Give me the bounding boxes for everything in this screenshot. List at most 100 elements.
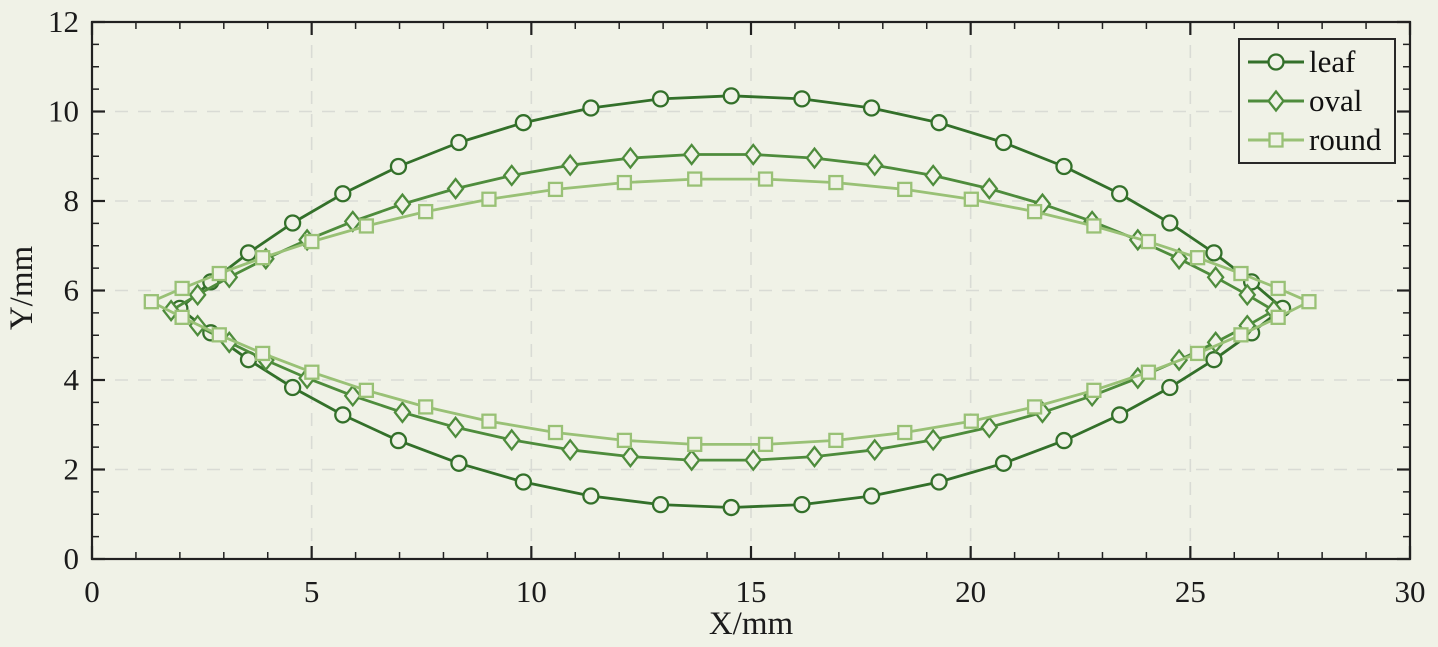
legend-item-leaf: leaf (1246, 44, 1392, 80)
diamond-marker (682, 143, 701, 166)
square-marker (174, 309, 190, 325)
circle-marker (582, 99, 600, 117)
x-tick-label: 15 (736, 574, 767, 609)
legend-label-oval: oval (1309, 82, 1363, 118)
y-tick-label: 8 (64, 183, 80, 218)
diamond-marker (1170, 247, 1189, 271)
circle-marker (1111, 406, 1129, 424)
diamond-marker (446, 415, 465, 439)
square-marker (304, 364, 320, 380)
circle-marker (722, 87, 740, 105)
x-tick-label: 5 (304, 574, 320, 609)
circle-marker (1267, 53, 1285, 71)
y-tick-label: 12 (48, 4, 79, 39)
square-marker (687, 436, 703, 453)
y-tick-label: 2 (64, 452, 80, 487)
circle-marker (514, 114, 533, 132)
square-marker (1140, 364, 1157, 380)
x-axis-title: X/mm (708, 606, 794, 642)
circle-marker (651, 495, 670, 514)
diamond-marker (621, 445, 640, 468)
diamond-marker (682, 448, 701, 472)
x-tick-label: 30 (1395, 574, 1426, 609)
series-markers-leaf (171, 87, 1292, 517)
square-marker (963, 413, 979, 429)
square-marker (358, 218, 375, 234)
diamond-marker (805, 445, 824, 468)
square-marker (1301, 294, 1317, 310)
x-tick-label: 0 (84, 574, 100, 609)
legend-swatch-square-marker (1248, 131, 1304, 148)
square-marker (828, 432, 844, 449)
series-markers-round (143, 171, 1317, 453)
y-tick-label: 6 (64, 273, 80, 308)
square-marker (1270, 309, 1286, 325)
series-round (143, 171, 1317, 453)
square-marker (1026, 399, 1043, 415)
square-marker (897, 424, 913, 441)
circle-marker (793, 495, 811, 514)
square-marker (255, 250, 271, 266)
circle-marker (450, 133, 468, 152)
diamond-marker (1238, 283, 1257, 307)
square-marker (358, 382, 375, 398)
square-marker (757, 436, 774, 453)
square-marker (304, 233, 320, 250)
square-marker (1268, 131, 1284, 148)
y-tick-label: 10 (48, 94, 79, 129)
circle-marker (1205, 351, 1223, 369)
square-marker (418, 399, 434, 415)
square-marker (547, 424, 564, 441)
square-marker (757, 171, 774, 187)
square-marker (211, 327, 227, 343)
square-marker (1189, 345, 1206, 362)
diamond-marker (561, 438, 580, 462)
diamond-marker (188, 283, 207, 307)
square-marker (1270, 280, 1286, 297)
diamond-marker (805, 146, 824, 170)
square-marker (174, 280, 190, 297)
x-tick-label: 10 (516, 574, 547, 609)
x-tick-label: 25 (1175, 574, 1206, 609)
square-marker (1233, 265, 1249, 282)
circle-marker (1055, 157, 1073, 176)
circle-marker (1161, 378, 1179, 397)
diamond-marker (744, 448, 763, 472)
legend-item-round: round (1246, 122, 1392, 158)
circle-marker (1161, 214, 1179, 232)
diamond-marker (621, 146, 640, 170)
square-marker (687, 171, 703, 187)
diamond-marker (1267, 89, 1285, 113)
y-axis-title: Y/mm (4, 245, 40, 331)
diamond-marker (343, 384, 362, 408)
circle-marker (283, 378, 302, 397)
diamond-marker (502, 164, 521, 187)
circle-marker (450, 454, 468, 472)
square-marker (616, 174, 633, 191)
square-marker (143, 294, 159, 310)
circle-marker (1111, 185, 1129, 203)
y-tick-label: 0 (64, 541, 80, 576)
circle-marker (334, 406, 352, 424)
x-tick-label: 20 (955, 574, 986, 609)
square-marker (547, 181, 564, 198)
series-leaf (171, 87, 1292, 517)
legend-label-leaf: leaf (1309, 44, 1356, 80)
circle-marker (651, 90, 670, 108)
square-marker (963, 191, 979, 207)
square-marker (897, 181, 913, 198)
circle-marker (283, 214, 302, 232)
diamond-marker (924, 164, 943, 187)
diamond-marker (980, 177, 999, 200)
square-marker (1086, 218, 1102, 234)
square-marker (1233, 327, 1249, 343)
diamond-marker (744, 143, 763, 166)
square-marker (616, 432, 633, 449)
square-marker (828, 174, 844, 191)
legend-item-oval: oval (1246, 83, 1392, 119)
square-marker (1086, 382, 1102, 398)
circle-marker (930, 114, 948, 132)
circle-marker (1055, 431, 1073, 450)
